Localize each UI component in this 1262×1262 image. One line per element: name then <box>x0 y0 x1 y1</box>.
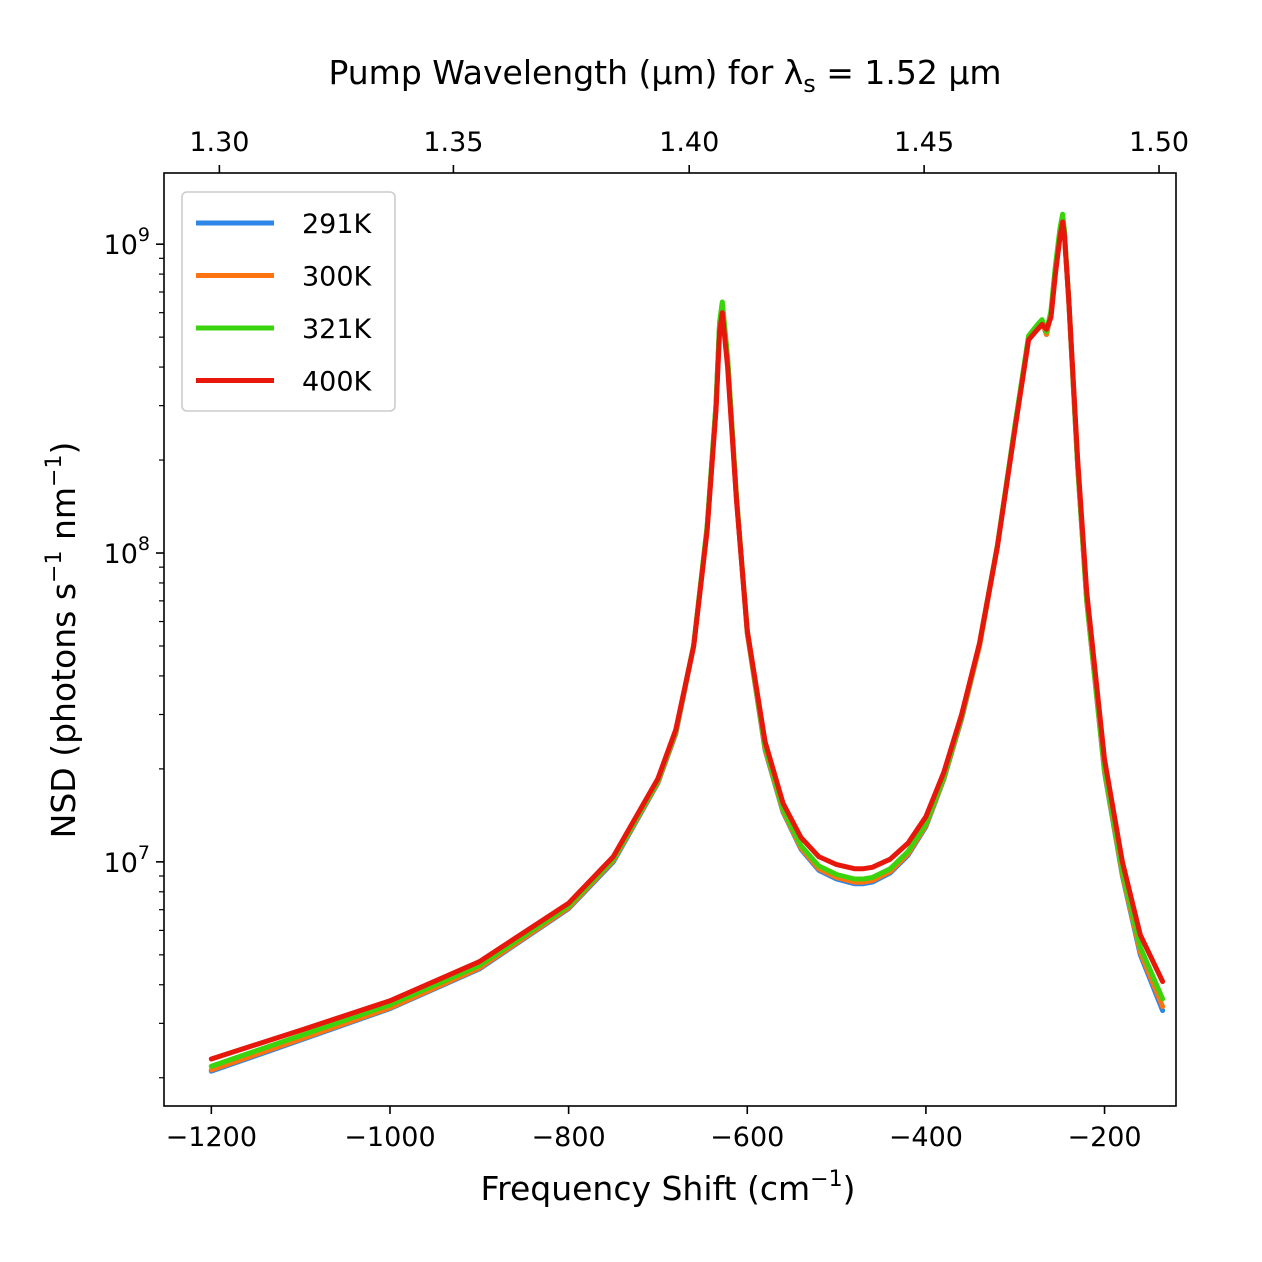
y-tick-exponent: 9 <box>138 224 150 246</box>
x-label-text: Frequency Shift (cm <box>481 1169 811 1208</box>
x-tick-label: −200 <box>1067 1122 1141 1153</box>
y-label-mid: nm <box>44 487 83 551</box>
top-tick-label: 1.45 <box>894 127 954 158</box>
plot-frame <box>163 172 1177 1107</box>
legend-label-321K: 321K <box>302 314 373 345</box>
top-title-text: Pump Wavelength (μm) for λ <box>328 53 803 92</box>
top-title-subscript: s <box>803 70 816 98</box>
legend-label-400K: 400K <box>302 367 373 398</box>
y-tick-base: 10 <box>104 230 138 261</box>
y-tick-label: 108 <box>104 533 150 570</box>
legend-box <box>181 191 396 412</box>
axes: −1200 −1000 −800 −600 −400 −200 1.30 1.35 1.40 1.… <box>104 127 1190 1153</box>
top-axis-title: Pump Wavelength (μm) for λs = 1.52 μm <box>328 53 1001 98</box>
y-tick-base: 10 <box>104 539 138 570</box>
series-line-400K <box>208 219 1166 1062</box>
top-tick-label: 1.50 <box>1129 127 1189 158</box>
y-axis-label: NSD (photons s−1 nm−1) <box>42 442 83 839</box>
top-tick-label: 1.35 <box>423 127 483 158</box>
x-label-superscript: −1 <box>810 1167 842 1192</box>
legend-label-300K: 300K <box>302 262 373 293</box>
y-label-close: ) <box>44 442 83 455</box>
legend-label-291K: 291K <box>302 209 373 240</box>
series-group <box>208 211 1166 1074</box>
y-tick-label: 109 <box>104 224 150 261</box>
y-label-prefix: NSD (photons s <box>44 583 83 838</box>
y-tick-exponent: 7 <box>138 842 150 864</box>
y-tick-label: 107 <box>104 842 150 879</box>
x-tick-label: −1200 <box>166 1122 257 1153</box>
y-tick-base: 10 <box>104 848 138 879</box>
x-tick-label: −1000 <box>344 1122 435 1153</box>
plot-area <box>208 211 1166 1074</box>
x-tick-label: −600 <box>710 1122 784 1153</box>
x-tick-label: −800 <box>532 1122 606 1153</box>
top-tick-label: 1.30 <box>189 127 249 158</box>
legend: 291K 300K 321K 400K <box>181 191 396 412</box>
top-title-suffix: = 1.52 μm <box>816 53 1002 92</box>
y-label-superscript-2: −1 <box>42 455 67 487</box>
y-tick-exponent: 8 <box>138 533 150 555</box>
y-label-superscript-1: −1 <box>42 551 67 583</box>
x-tick-label: −400 <box>889 1122 963 1153</box>
x-label-close: ) <box>843 1169 856 1208</box>
x-axis-label: Frequency Shift (cm−1) <box>481 1167 856 1208</box>
top-tick-label: 1.40 <box>659 127 719 158</box>
